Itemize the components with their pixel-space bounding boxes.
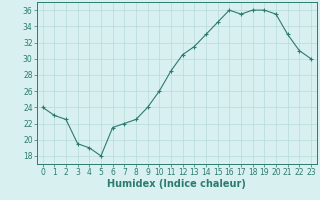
X-axis label: Humidex (Indice chaleur): Humidex (Indice chaleur): [108, 179, 246, 189]
